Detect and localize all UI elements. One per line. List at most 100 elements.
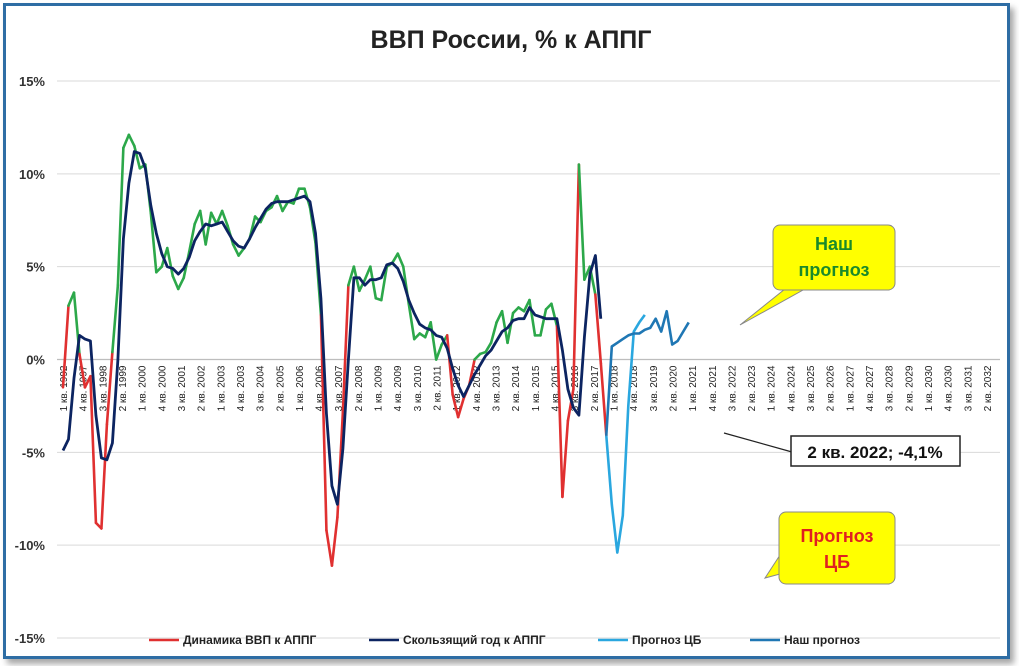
cb-forecast-callout: Прогноз ЦБ <box>763 511 896 585</box>
our-forecast-callout-line2: прогноз <box>799 260 870 280</box>
gdp-dynamics-segment <box>220 209 229 228</box>
y-tick-label: -5% <box>22 445 46 460</box>
x-tick-label: 2 кв. 2011 <box>433 365 444 411</box>
x-tick-label: 1 кв. 2012 <box>452 365 463 411</box>
gdp-dynamics-segment <box>133 144 142 170</box>
gdp-dynamics-segment <box>451 393 460 419</box>
gdp-dynamics-segment <box>572 163 581 391</box>
cb-forecast-callout-line1: Прогноз <box>800 526 873 546</box>
gdp-dynamics-segment <box>599 361 608 437</box>
x-tick-label: 3 кв. 2019 <box>649 365 660 411</box>
gdp-dynamics-segment <box>281 200 290 213</box>
x-tick-label: 4 кв. 2030 <box>944 365 955 411</box>
point-value-box <box>790 435 961 467</box>
gdp-dynamics-segment <box>149 211 158 274</box>
x-tick-label: 2 кв. 2008 <box>354 365 365 411</box>
x-tick-label: 2 кв. 2032 <box>983 365 994 411</box>
moving-year-line <box>61 150 603 506</box>
x-tick-label: 1 кв. 2009 <box>374 365 385 411</box>
gdp-dynamics-segment <box>171 274 180 291</box>
x-tick-label: 4 кв. 2009 <box>393 365 404 411</box>
x-tick-label: 3 кв. 2028 <box>885 365 896 411</box>
gdp-dynamics-segment <box>275 194 284 213</box>
series-lines <box>61 133 690 567</box>
gdp-dynamics-segment <box>489 321 498 345</box>
gdp-dynamics-segment <box>434 343 443 361</box>
our-forecast-callout-pointer <box>739 284 814 326</box>
gdp-dynamics-segment <box>127 133 136 148</box>
gdp-dynamics-segment <box>456 397 465 419</box>
x-tick-label: 4 кв. 2015 <box>550 365 561 411</box>
gdp-dynamics-segment <box>358 278 367 293</box>
gdp-dynamics-segment <box>237 246 246 257</box>
our-forecast-line <box>605 309 690 436</box>
x-tick-label: 3 кв. 2025 <box>806 365 817 411</box>
y-tick-label: 15% <box>19 74 45 89</box>
x-tick-label: 4 кв. 2012 <box>472 365 483 411</box>
our-forecast-callout: Наш прогноз <box>739 224 896 326</box>
y-tick-label: -10% <box>15 538 46 553</box>
x-tick-label: 1 кв. 2018 <box>609 365 620 411</box>
x-tick-label: 1 кв. 2021 <box>688 365 699 411</box>
gdp-dynamics-segment <box>165 246 175 278</box>
gdp-dynamics-segment <box>100 423 109 530</box>
x-tick-label: 3 кв. 2010 <box>413 365 424 411</box>
gdp-dynamics-segment <box>550 302 559 328</box>
x-tick-label: 4 кв. 2021 <box>708 365 719 411</box>
gdp-dynamics-segment <box>412 332 422 341</box>
cb-forecast-callout-box <box>778 511 896 585</box>
y-tick-label: 5% <box>26 260 45 275</box>
gdp-dynamics-segment <box>292 187 301 205</box>
x-tick-label: 3 кв. 2022 <box>727 365 738 411</box>
x-tick-label: 3 кв. 2013 <box>492 365 503 411</box>
gdp-dynamics-segment <box>116 146 125 287</box>
cb-forecast-callout-pointer <box>763 553 781 579</box>
x-tick-label: 4 кв. 2006 <box>315 365 326 411</box>
x-tick-label: 1 кв. 2003 <box>216 365 227 411</box>
gdp-dynamics-segment <box>555 324 564 499</box>
chart-title: ВВП России, % к АППГ <box>371 26 652 54</box>
x-tick-label: 3 кв. 1998 <box>98 365 109 411</box>
gdp-dynamics-segment <box>506 311 515 345</box>
gdp-dynamics-segment <box>122 133 131 150</box>
x-tick-label: 1 кв. 2030 <box>924 365 935 411</box>
gdp-dynamics-segment <box>347 265 356 287</box>
point-value-leader <box>723 432 793 453</box>
x-tick-label: 4 кв. 2027 <box>865 365 876 411</box>
gdp-dynamics-segment <box>539 308 548 337</box>
x-tick-label: 3 кв. 2007 <box>334 365 345 411</box>
gdp-dynamics-segment <box>528 298 537 337</box>
gdp-dynamics-segment <box>396 252 405 268</box>
gdp-dynamics-segment <box>429 321 438 361</box>
x-tick-label: 1 кв. 2024 <box>767 365 778 411</box>
x-tick-label: 1 кв. 2027 <box>845 365 856 411</box>
gdp-dynamics-segment <box>511 306 520 315</box>
cb-forecast-line <box>605 314 646 554</box>
gdp-dynamics-segment <box>89 374 98 525</box>
x-tick-label: 2 кв. 2005 <box>275 365 286 411</box>
gdp-dynamics-segment <box>330 516 339 567</box>
gdp-dynamics-segment <box>209 211 218 226</box>
legend-label: Скользящий год к АППГ <box>403 633 546 647</box>
cb-forecast-callout-line2: ЦБ <box>824 552 850 572</box>
x-tick-label: 2 кв. 2026 <box>826 365 837 411</box>
gdp-dynamics-segment <box>215 209 224 226</box>
x-tick-label: 4 кв. 2024 <box>786 365 797 411</box>
x-tick-label: 4 кв. 2000 <box>157 365 168 411</box>
x-tick-label: 2 кв. 2002 <box>197 365 208 411</box>
gdp-dynamics-segment <box>500 309 509 345</box>
x-tick-label: 3 кв. 2004 <box>256 365 267 411</box>
x-tick-label: 1 кв. 2006 <box>295 365 306 411</box>
gdp-dynamics-segment <box>566 387 575 423</box>
gdp-dynamics-segment <box>445 334 454 397</box>
x-tick-label: 4 кв. 2003 <box>236 365 247 411</box>
gdp-dynamics-segment <box>407 302 416 341</box>
gdp-dynamics-segment <box>577 163 586 281</box>
gdp-dynamics-segment <box>204 211 213 246</box>
x-tick-label: 2 кв. 2029 <box>904 365 915 411</box>
x-tick-label: 1 кв. 2015 <box>531 365 542 411</box>
gdp-dynamics-segment <box>561 419 570 499</box>
x-tick-label: 2 кв. 2023 <box>747 365 758 411</box>
legend-label: Динамика ВВП к АППГ <box>183 633 317 647</box>
